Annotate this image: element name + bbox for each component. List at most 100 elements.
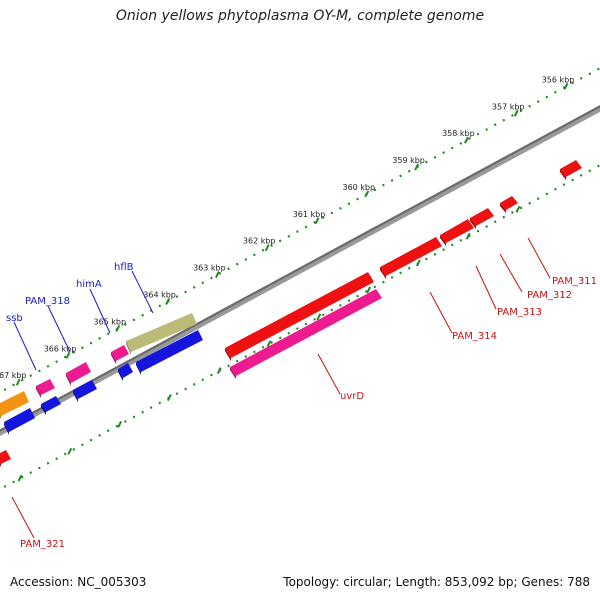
gene-blue-ssb[interactable]	[41, 396, 61, 415]
minor-tick	[545, 95, 549, 99]
minor-tick	[287, 331, 291, 335]
minor-tick	[124, 323, 127, 326]
minor-tick	[63, 355, 67, 359]
major-tick	[15, 378, 21, 386]
minor-tick	[476, 229, 480, 233]
gene-label-pam-312: PAM_312	[527, 290, 572, 301]
minor-tick	[278, 336, 282, 340]
gene-pam-312[interactable]	[500, 196, 518, 213]
minor-tick	[579, 173, 583, 177]
scale-tick-label: 363 kbp	[193, 264, 226, 273]
minor-tick	[235, 359, 239, 363]
minor-tick	[407, 266, 411, 270]
minor-tick	[304, 322, 308, 326]
gene-pam-313b[interactable]	[440, 219, 474, 246]
minor-tick	[347, 299, 351, 303]
minor-tick	[253, 253, 256, 257]
gene-blue-small-a[interactable]	[118, 363, 133, 381]
genome-backbone-edge	[0, 105, 600, 432]
minor-tick	[63, 452, 67, 456]
scale-tick-label: 362 kbp	[243, 237, 276, 246]
gene-blue-himA[interactable]	[73, 380, 97, 402]
minor-tick	[502, 215, 506, 219]
minor-tick	[98, 337, 101, 340]
minor-tick	[132, 318, 136, 322]
gene-blue-left[interactable]	[4, 408, 35, 435]
minor-tick	[545, 192, 549, 196]
major-tick	[515, 205, 521, 213]
minor-tick	[459, 142, 463, 145]
minor-tick	[192, 382, 196, 386]
minor-tick	[485, 128, 488, 131]
minor-tick	[554, 187, 557, 191]
minor-tick	[184, 290, 187, 294]
gene-pink-small-a[interactable]	[111, 345, 129, 364]
major-tick	[67, 447, 73, 455]
minor-tick	[235, 262, 239, 266]
minor-tick	[313, 317, 316, 321]
minor-tick	[390, 276, 394, 279]
minor-tick	[339, 304, 342, 307]
minor-tick	[244, 355, 248, 358]
gene-features	[0, 160, 582, 467]
minor-tick	[433, 252, 437, 256]
minor-tick	[304, 225, 308, 229]
major-tick	[215, 271, 220, 279]
gene-pink-himA[interactable]	[66, 362, 91, 386]
minor-tick	[571, 81, 574, 85]
minor-tick	[321, 216, 325, 220]
major-tick	[366, 286, 371, 294]
minor-tick	[528, 201, 531, 205]
minor-tick	[554, 90, 557, 94]
minor-tick	[20, 378, 24, 382]
minor-tick	[450, 243, 454, 247]
minor-tick	[89, 341, 93, 345]
minor-tick	[210, 276, 213, 280]
major-tick	[316, 313, 322, 321]
minor-tick	[536, 197, 540, 200]
minor-tick	[29, 374, 33, 377]
minor-tick	[12, 480, 15, 484]
gene-pam-311[interactable]	[560, 160, 582, 180]
major-tick	[513, 109, 519, 117]
minor-tick	[106, 332, 110, 336]
minor-tick	[175, 392, 179, 396]
minor-tick	[46, 364, 50, 368]
major-tick	[416, 259, 421, 267]
minor-tick	[373, 188, 377, 192]
gene-pam-314[interactable]	[380, 237, 442, 279]
gene-hflb-blue[interactable]	[136, 330, 203, 375]
minor-tick	[493, 220, 497, 224]
minor-tick	[382, 280, 385, 284]
minor-tick	[55, 457, 58, 461]
minor-tick	[201, 378, 205, 382]
minor-tick	[330, 211, 334, 215]
gene-orange[interactable]	[0, 391, 29, 419]
minor-tick	[519, 206, 523, 210]
gene-labels-bottom: PAM_311 PAM_312 PAM_313 PAM_314 uvrD PAM…	[20, 276, 597, 550]
gene-label-hflb: hflB	[114, 262, 134, 273]
gene-labels-top: ssb PAM_318 himA hflB	[6, 262, 134, 324]
minor-tick	[296, 230, 299, 233]
gene-pink-ssb[interactable]	[36, 379, 55, 398]
minor-tick	[399, 271, 402, 275]
minor-tick	[158, 304, 162, 308]
minor-tick	[29, 471, 33, 474]
scale-tick-label: 361 kbp	[293, 210, 326, 219]
minor-tick	[562, 183, 566, 187]
minor-tick	[72, 350, 76, 354]
scale-ticks-upper	[3, 67, 600, 391]
minor-tick	[287, 234, 291, 238]
minor-tick	[227, 267, 230, 271]
gene-uvrd-neighbor[interactable]	[225, 272, 374, 361]
gene-pam-321[interactable]	[0, 450, 11, 467]
minor-tick	[55, 360, 58, 364]
minor-tick	[218, 272, 222, 275]
gene-uvrd[interactable]	[230, 289, 382, 379]
minor-tick	[98, 434, 101, 437]
minor-tick	[270, 341, 273, 344]
minor-tick	[261, 345, 265, 349]
gene-pam-313[interactable]	[470, 208, 494, 229]
gene-hflb[interactable]	[126, 313, 197, 355]
